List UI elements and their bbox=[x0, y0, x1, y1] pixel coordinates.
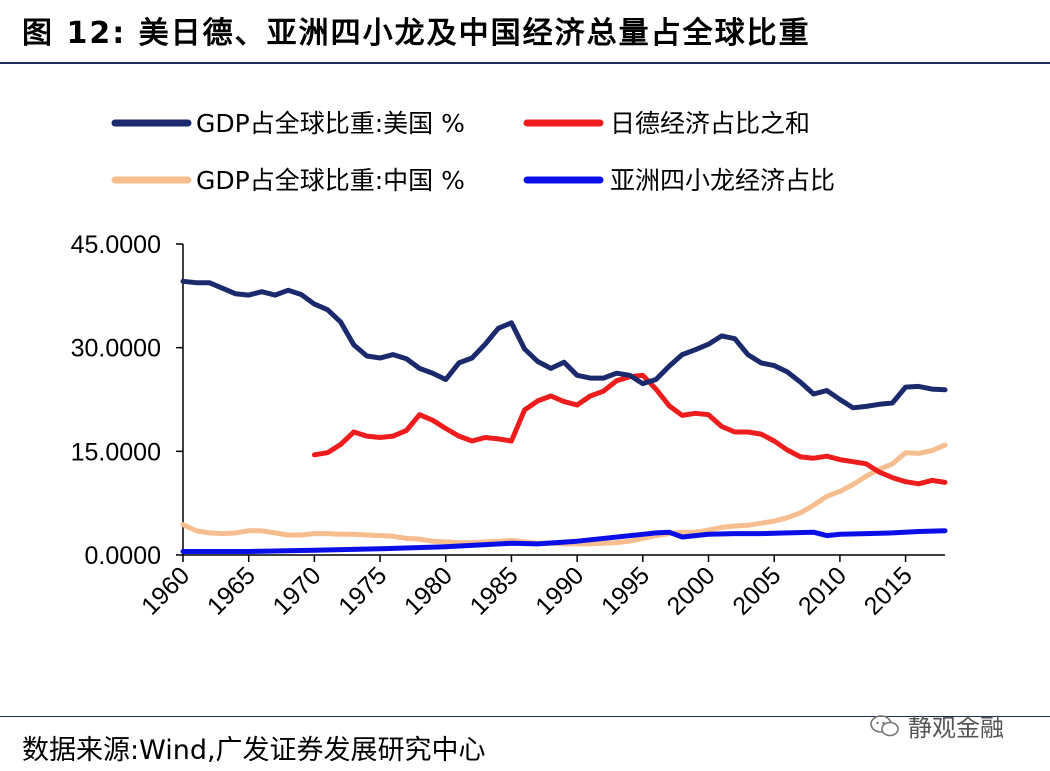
watermark-text: 静观金融 bbox=[908, 714, 1004, 742]
y-tick-label: 45.0000 bbox=[71, 231, 161, 259]
x-tick-label: 1980 bbox=[399, 561, 458, 620]
x-tick-label: 2010 bbox=[793, 561, 852, 620]
legend-label: 亚洲四小龙经济占比 bbox=[610, 166, 835, 195]
title-underline bbox=[0, 62, 1050, 64]
legend-label: GDP占全球比重:中国 % bbox=[196, 166, 465, 195]
x-tick-label: 1960 bbox=[136, 561, 195, 620]
series-line bbox=[180, 528, 948, 554]
y-tick-label: 15.0000 bbox=[71, 438, 161, 466]
y-tick-label: 0.0000 bbox=[85, 542, 161, 570]
x-tick-label: 1975 bbox=[333, 561, 392, 620]
x-tick-label: 1995 bbox=[596, 561, 655, 620]
x-tick-label: 1970 bbox=[267, 561, 326, 620]
figure-title: 图 12: 美日德、亚洲四小龙及中国经济总量占全球比重 bbox=[22, 16, 811, 51]
source-note: 数据来源:Wind,广发证券发展研究中心 bbox=[22, 735, 486, 766]
y-tick-label: 30.0000 bbox=[71, 335, 161, 363]
wechat-icon bbox=[870, 714, 899, 736]
series-line bbox=[180, 442, 948, 547]
watermark: 静观金融 bbox=[870, 708, 1004, 743]
footer-rule bbox=[0, 716, 1050, 717]
line-chart: GDP占全球比重:美国 % 日德经济占比之和 GDP占全球比重:中国 % 亚洲四小龙经… bbox=[71, 109, 948, 621]
series-line bbox=[180, 278, 948, 411]
x-tick-label: 1985 bbox=[465, 561, 524, 620]
x-tick-label: 2000 bbox=[662, 561, 721, 620]
x-tick-label: 1965 bbox=[202, 561, 261, 620]
legend-label: 日德经济占比之和 bbox=[610, 109, 810, 138]
x-tick-label: 1990 bbox=[530, 561, 589, 620]
legend-label: GDP占全球比重:美国 % bbox=[196, 109, 465, 138]
series-line bbox=[311, 372, 948, 487]
x-tick-label: 2005 bbox=[727, 561, 786, 620]
legend: GDP占全球比重:美国 % 日德经济占比之和 GDP占全球比重:中国 % 亚洲四小龙经… bbox=[111, 109, 835, 195]
x-tick-label: 2015 bbox=[859, 561, 918, 620]
series-group bbox=[180, 278, 948, 554]
